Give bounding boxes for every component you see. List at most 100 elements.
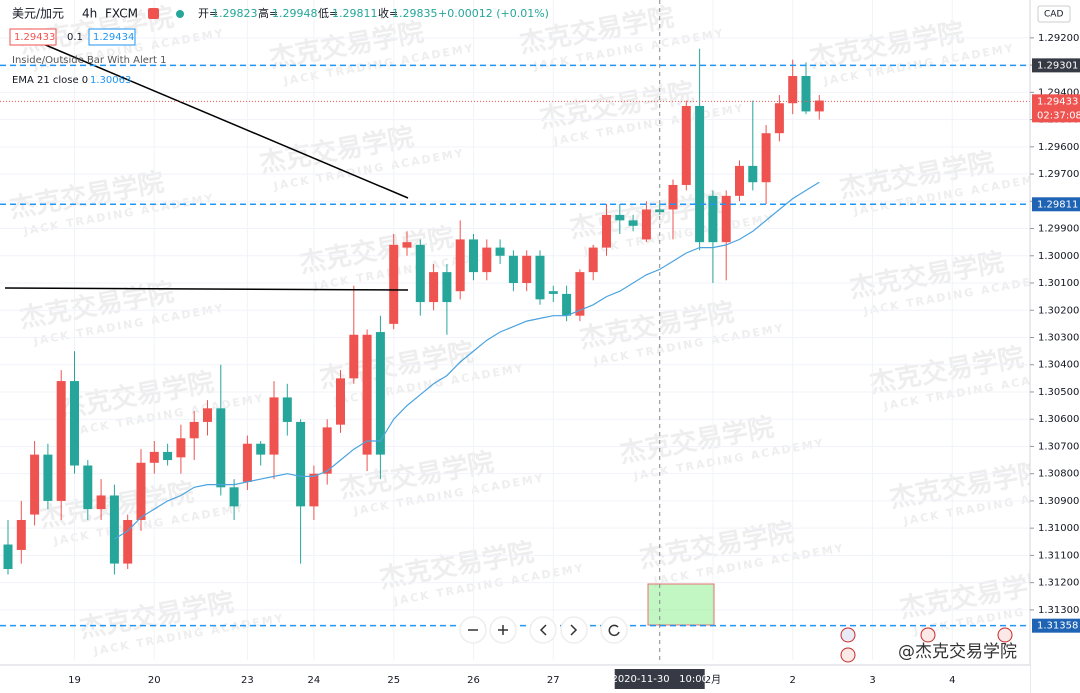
candle-body: [242, 443, 252, 482]
ema-label: EMA 21 close 0: [12, 75, 88, 86]
candle-body: [575, 272, 585, 316]
candle-body: [149, 451, 159, 463]
candle-body: [123, 519, 133, 564]
candle-body: [269, 397, 279, 455]
flag[interactable]: [997, 627, 1013, 643]
candle-body: [495, 247, 505, 256]
trendline: [9, 29, 409, 199]
candle-body: [256, 443, 266, 455]
candle-body: [203, 408, 212, 422]
y-tick-label: 1.30600: [1038, 414, 1079, 425]
ohlc-value: 1.29948: [272, 7, 318, 20]
candle-body: [615, 214, 625, 221]
y-tick-label: 1.30400: [1038, 360, 1079, 371]
y-tick-label: 1.31200: [1038, 578, 1079, 589]
y-tick-label: 1.29200: [1038, 33, 1079, 44]
candle-body: [282, 397, 292, 422]
price-label: 1.29811: [1037, 199, 1078, 210]
plot: [3, 48, 824, 575]
candle-body: [43, 454, 53, 501]
candle-body: [322, 427, 332, 474]
y-tick-label: 1.31000: [1038, 523, 1079, 534]
y-tick-label: 1.30200: [1038, 305, 1079, 316]
candle-body: [189, 421, 199, 439]
candle-body: [668, 184, 678, 210]
y-tick-label: 1.30800: [1038, 469, 1079, 480]
event-flags: [840, 627, 1013, 663]
x-tick-label: 2: [790, 675, 796, 686]
ohlc-value: 1.29835: [392, 7, 438, 20]
candle-body: [30, 454, 40, 515]
candle-body: [721, 195, 731, 243]
candle-body: [522, 255, 532, 284]
ohlc-value: 1.29823: [212, 7, 258, 20]
candle-body: [229, 487, 239, 507]
candle-body: [535, 255, 545, 300]
candle-body: [748, 165, 758, 183]
credit: @杰克交易学院: [898, 642, 1017, 662]
x-tick-label: 23: [241, 675, 254, 686]
indicator-label: Inside/Outside Bar With Alert 1: [12, 55, 166, 66]
flag[interactable]: [920, 627, 936, 643]
y-tick-label: 1.29900: [1038, 224, 1079, 235]
x-tick-label: 3: [869, 675, 875, 686]
candle-body: [641, 209, 651, 240]
y-tick-label: 1.30500: [1038, 387, 1079, 398]
y-tick-label: 1.30700: [1038, 441, 1079, 452]
alert-box[interactable]: [9, 28, 57, 46]
alert-price: 1.29433: [14, 32, 55, 43]
candle-body: [562, 293, 572, 316]
icon: [570, 624, 578, 636]
candle-body: [309, 473, 319, 507]
x-tick-label: 20: [148, 675, 161, 686]
y-tick-label: 1.29400: [1038, 87, 1079, 98]
ohlc-header: 开=1.29823 高=1.29948 低=1.29811 收=1.29835 +0.0…: [198, 6, 549, 20]
candle-body: [508, 255, 518, 284]
scroll-left[interactable]: [529, 616, 557, 644]
flag[interactable]: [840, 627, 856, 643]
x-tick-label: 4: [949, 675, 955, 686]
y-tick-label: 1.31300: [1038, 605, 1079, 616]
price-axis: 1.292001.293001.294001.295001.296001.297…: [1029, 0, 1080, 693]
reset[interactable]: [600, 616, 628, 644]
icon[interactable]: [148, 8, 159, 19]
countdown: 02:37:08: [1037, 110, 1080, 121]
candle-body: [455, 239, 465, 292]
candle-body: [296, 421, 306, 507]
y-tick-label: 1.30300: [1038, 332, 1079, 343]
exchange: FXCM: [105, 7, 138, 21]
candle-body: [70, 381, 79, 466]
candle-body: [681, 105, 691, 185]
currency-bg: [1037, 5, 1071, 23]
scroll-right[interactable]: [560, 616, 588, 644]
icon: [608, 624, 620, 637]
alert-box[interactable]: [88, 28, 136, 46]
toolbar: [459, 616, 628, 644]
ohlc-label: 高=: [258, 6, 278, 20]
y-tick-label: 1.30000: [1038, 251, 1079, 262]
candle-body: [389, 244, 399, 324]
y-tick-label: 1.30100: [1038, 278, 1079, 289]
header: 美元/加元 4h FXCM: [12, 7, 184, 21]
x-tick-label: 25: [387, 675, 400, 686]
candle-body: [83, 465, 93, 510]
candle-body: [774, 103, 784, 134]
candle-body: [735, 165, 744, 196]
price-label-bg: [1032, 197, 1080, 212]
currency: CAD: [1044, 10, 1063, 20]
interval: 4h: [82, 7, 97, 21]
candle-body: [761, 133, 771, 183]
candle-body: [216, 408, 226, 488]
time-axis-bg: [0, 665, 1030, 693]
flag[interactable]: [840, 647, 856, 663]
